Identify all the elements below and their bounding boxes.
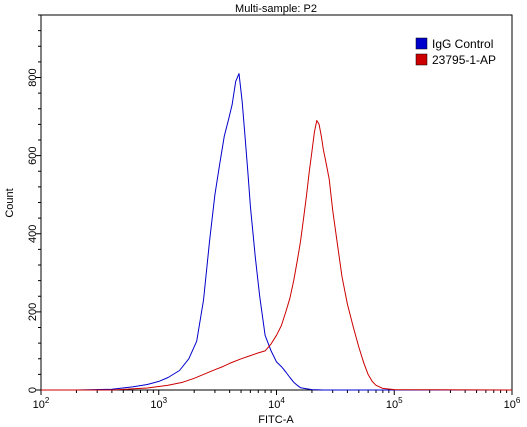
x-tick-label: 102 xyxy=(33,396,50,411)
x-tick-base: 10 xyxy=(268,399,280,411)
x-tick-label: 106 xyxy=(504,396,521,411)
x-tick-label: 103 xyxy=(150,396,167,411)
y-tick-label: 600 xyxy=(27,146,39,164)
legend-swatch-igg-control xyxy=(415,37,428,50)
chart-title: Multi-sample: P2 xyxy=(235,3,317,15)
x-axis-ticks: 102 103 104 105 106 xyxy=(33,390,521,411)
y-tick-label: 200 xyxy=(27,303,39,321)
x-tick-exponent: 6 xyxy=(516,396,521,405)
series-line-23795-1-ap xyxy=(41,120,513,391)
series-line-igg-control xyxy=(41,73,512,391)
x-tick-label: 105 xyxy=(386,396,403,411)
x-axis-title: FITC-A xyxy=(258,414,294,426)
x-tick-base: 10 xyxy=(504,399,516,411)
y-axis-title: Count xyxy=(4,188,16,217)
x-tick-exponent: 4 xyxy=(280,396,285,405)
legend-label-23795-1-ap: 23795-1-AP xyxy=(432,53,496,67)
legend: IgG Control 23795-1-AP xyxy=(415,37,496,67)
x-tick-base: 10 xyxy=(33,399,45,411)
x-tick-base: 10 xyxy=(386,399,398,411)
x-tick-base: 10 xyxy=(150,399,162,411)
x-tick-exponent: 5 xyxy=(398,396,403,405)
x-tick-label: 104 xyxy=(268,396,285,411)
y-tick-label: 800 xyxy=(27,68,39,86)
series-lines xyxy=(41,73,513,391)
y-tick-label: 0 xyxy=(27,387,39,393)
legend-label-igg-control: IgG Control xyxy=(432,37,493,51)
x-tick-exponent: 3 xyxy=(163,396,168,405)
y-tick-label: 400 xyxy=(27,225,39,243)
plot-frame xyxy=(40,14,513,391)
legend-swatch-23795-1-ap xyxy=(415,53,428,66)
x-tick-exponent: 2 xyxy=(45,396,50,405)
y-axis-ticks: 0 200 400 600 800 xyxy=(27,14,41,393)
